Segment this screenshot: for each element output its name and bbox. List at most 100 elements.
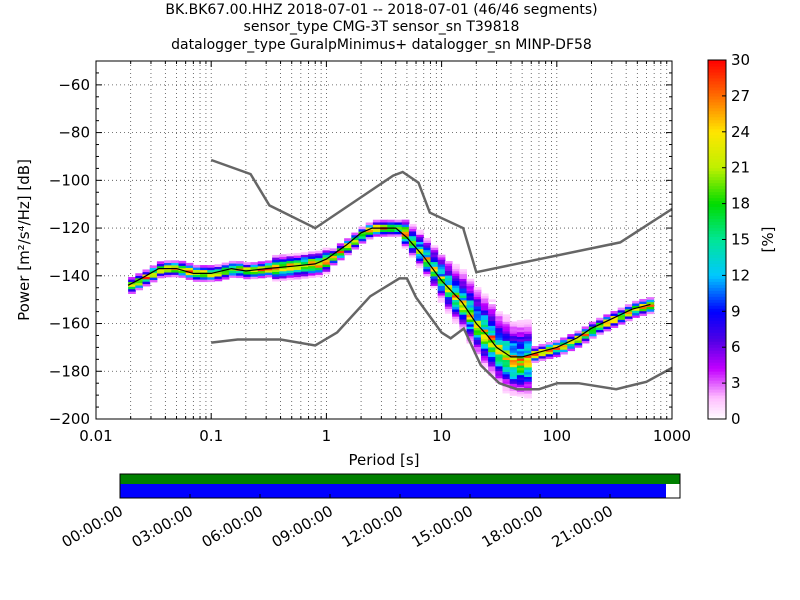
colorbar-tick-label: 9	[731, 302, 741, 320]
density-cell	[466, 335, 475, 339]
density-cell	[351, 246, 360, 250]
density-cell	[200, 267, 208, 271]
density-cell	[574, 333, 583, 336]
density-cell	[308, 253, 316, 257]
colorbar-cell	[708, 176, 726, 181]
density-cell	[308, 275, 316, 279]
density-cell	[178, 263, 187, 266]
density-cell	[646, 301, 655, 305]
density-cell	[502, 388, 511, 392]
density-cell	[351, 232, 360, 236]
density-cell	[142, 276, 151, 280]
density-cell	[423, 245, 432, 248]
density-cell	[617, 309, 626, 313]
colorbar-cell	[708, 95, 726, 100]
density-cell	[135, 273, 144, 276]
density-cell	[495, 354, 504, 357]
density-cell	[524, 367, 532, 370]
density-cell	[617, 314, 626, 318]
density-cell	[329, 257, 338, 261]
density-cell	[502, 350, 511, 353]
density-cell	[200, 274, 208, 278]
colorbar-cell	[708, 341, 726, 345]
density-cell	[538, 358, 547, 361]
colorbar-cell	[708, 140, 726, 145]
density-cell	[495, 320, 504, 324]
density-cell	[459, 304, 468, 308]
density-cell	[466, 316, 475, 320]
density-cell	[624, 304, 633, 307]
density-cell	[646, 299, 655, 303]
colorbar-tick-label: 12	[731, 266, 750, 284]
density-cell	[466, 293, 475, 296]
density-cell	[480, 295, 489, 299]
colorbar-cell	[708, 272, 726, 276]
density-cell	[423, 237, 432, 241]
density-cell	[495, 356, 504, 360]
density-cell	[437, 297, 446, 301]
density-cell	[293, 276, 302, 280]
density-cell	[444, 270, 453, 274]
density-cell	[380, 234, 388, 237]
density-cell	[228, 260, 237, 264]
density-cell	[509, 323, 518, 327]
colorbar-cell	[708, 383, 726, 387]
density-cell	[538, 353, 547, 357]
density-cell	[149, 277, 158, 280]
density-cell	[351, 244, 360, 248]
density-cell	[336, 243, 345, 247]
density-cell	[632, 300, 640, 304]
x-tick-label: 0.01	[79, 427, 112, 445]
colorbar-cell	[708, 413, 726, 417]
density-cell	[308, 272, 316, 276]
density-cell	[581, 328, 590, 332]
density-cell	[300, 266, 309, 270]
density-cell	[552, 344, 561, 348]
density-cell	[466, 302, 475, 306]
colorbar-cell	[708, 194, 726, 199]
colorbar-cell	[708, 317, 726, 321]
density-cell	[214, 276, 223, 279]
density-cell	[423, 249, 432, 253]
density-cell	[430, 252, 439, 255]
density-cell	[509, 376, 518, 380]
density-cell	[466, 288, 475, 291]
density-cell	[495, 325, 504, 329]
density-cell	[524, 390, 532, 394]
density-cell	[459, 307, 468, 310]
density-cell	[279, 259, 288, 262]
density-cell	[502, 378, 511, 382]
density-cell	[128, 279, 136, 283]
density-cell	[394, 231, 403, 235]
density-cell	[466, 324, 475, 327]
density-cell	[315, 255, 324, 259]
density-cell	[322, 250, 331, 253]
density-cell	[560, 347, 568, 350]
density-cell	[250, 274, 259, 277]
density-cell	[632, 312, 640, 316]
density-cell	[408, 235, 417, 239]
density-cell	[308, 251, 316, 255]
density-cell	[502, 347, 511, 351]
density-cell	[639, 306, 648, 309]
density-cell	[156, 261, 165, 264]
colorbar-cell	[708, 224, 726, 229]
y-tick-label: −100	[49, 171, 90, 189]
density-cell	[488, 330, 496, 334]
density-cell	[452, 268, 460, 272]
density-cell	[480, 365, 489, 368]
segments-time-label: 06:00:00	[199, 502, 266, 551]
density-cell	[437, 271, 446, 275]
segments-time-label: 12:00:00	[339, 502, 406, 551]
density-cell	[509, 321, 518, 325]
colorbar-cell	[708, 356, 726, 360]
density-cell	[444, 289, 453, 293]
density-cell	[315, 272, 324, 275]
colorbar-cell	[708, 314, 726, 318]
density-cell	[228, 263, 237, 266]
density-cell	[200, 269, 208, 273]
density-cell	[372, 224, 381, 228]
density-cell	[488, 318, 496, 322]
density-cell	[552, 349, 561, 353]
density-cell	[444, 268, 453, 271]
